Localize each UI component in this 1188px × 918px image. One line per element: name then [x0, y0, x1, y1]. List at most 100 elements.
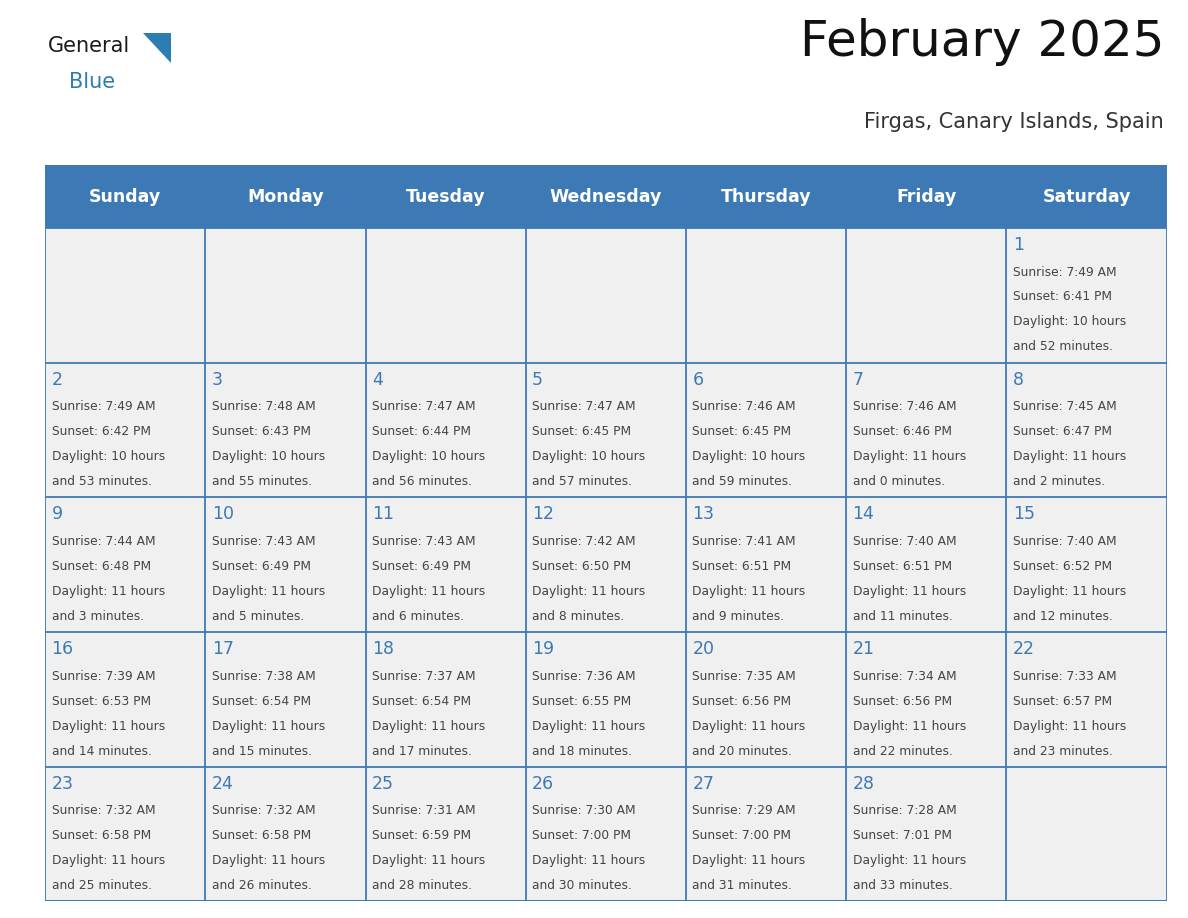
Text: 9: 9: [51, 506, 63, 523]
Text: Daylight: 10 hours: Daylight: 10 hours: [532, 450, 645, 463]
Text: 25: 25: [372, 775, 394, 793]
Text: Sunset: 6:56 PM: Sunset: 6:56 PM: [693, 695, 791, 708]
Text: Sunrise: 7:35 AM: Sunrise: 7:35 AM: [693, 670, 796, 683]
Text: Monday: Monday: [247, 187, 324, 206]
Bar: [846, 498, 1006, 632]
Text: Sunset: 6:55 PM: Sunset: 6:55 PM: [532, 695, 632, 708]
Text: and 26 minutes.: and 26 minutes.: [211, 879, 311, 892]
Bar: [366, 363, 526, 498]
Text: Firgas, Canary Islands, Spain: Firgas, Canary Islands, Spain: [865, 111, 1164, 131]
Text: Daylight: 11 hours: Daylight: 11 hours: [1013, 585, 1126, 598]
Text: Sunrise: 7:28 AM: Sunrise: 7:28 AM: [853, 804, 956, 817]
Text: Sunrise: 7:49 AM: Sunrise: 7:49 AM: [1013, 265, 1117, 278]
Text: 1: 1: [1013, 236, 1024, 254]
Text: 24: 24: [211, 775, 234, 793]
Text: Sunrise: 7:38 AM: Sunrise: 7:38 AM: [211, 670, 316, 683]
Text: Sunrise: 7:45 AM: Sunrise: 7:45 AM: [1013, 400, 1117, 413]
Text: and 55 minutes.: and 55 minutes.: [211, 475, 312, 488]
Text: 19: 19: [532, 640, 555, 658]
Text: Sunrise: 7:43 AM: Sunrise: 7:43 AM: [372, 535, 475, 548]
Text: and 11 minutes.: and 11 minutes.: [853, 610, 953, 622]
Text: Daylight: 10 hours: Daylight: 10 hours: [1013, 316, 1126, 329]
Text: Sunset: 6:57 PM: Sunset: 6:57 PM: [1013, 695, 1112, 708]
Text: Sunset: 6:49 PM: Sunset: 6:49 PM: [211, 560, 311, 573]
Text: and 57 minutes.: and 57 minutes.: [532, 475, 632, 488]
Bar: [1006, 767, 1167, 901]
Bar: [366, 498, 526, 632]
Text: Daylight: 11 hours: Daylight: 11 hours: [211, 720, 326, 733]
Text: Sunset: 7:00 PM: Sunset: 7:00 PM: [532, 829, 631, 843]
Text: Daylight: 11 hours: Daylight: 11 hours: [853, 855, 966, 868]
Bar: [45, 228, 206, 363]
Text: Sunset: 6:50 PM: Sunset: 6:50 PM: [532, 560, 631, 573]
Text: and 18 minutes.: and 18 minutes.: [532, 744, 632, 757]
Text: and 31 minutes.: and 31 minutes.: [693, 879, 792, 892]
Text: 4: 4: [372, 371, 383, 388]
Text: 17: 17: [211, 640, 234, 658]
Text: Daylight: 11 hours: Daylight: 11 hours: [693, 720, 805, 733]
Text: and 53 minutes.: and 53 minutes.: [51, 475, 152, 488]
Text: and 3 minutes.: and 3 minutes.: [51, 610, 144, 622]
Text: Daylight: 11 hours: Daylight: 11 hours: [693, 855, 805, 868]
Text: 10: 10: [211, 506, 234, 523]
Text: Sunrise: 7:47 AM: Sunrise: 7:47 AM: [372, 400, 475, 413]
Bar: [846, 767, 1006, 901]
Text: Tuesday: Tuesday: [406, 187, 486, 206]
Bar: [1006, 498, 1167, 632]
Text: and 9 minutes.: and 9 minutes.: [693, 610, 784, 622]
Text: and 15 minutes.: and 15 minutes.: [211, 744, 311, 757]
Text: Sunrise: 7:46 AM: Sunrise: 7:46 AM: [693, 400, 796, 413]
Bar: [846, 228, 1006, 363]
Text: 22: 22: [1013, 640, 1035, 658]
Bar: [1006, 632, 1167, 767]
Text: 27: 27: [693, 775, 714, 793]
Text: 16: 16: [51, 640, 74, 658]
Text: Sunrise: 7:31 AM: Sunrise: 7:31 AM: [372, 804, 475, 817]
Text: Sunset: 6:58 PM: Sunset: 6:58 PM: [211, 829, 311, 843]
Bar: [526, 363, 685, 498]
Text: Daylight: 11 hours: Daylight: 11 hours: [372, 585, 485, 598]
Text: Sunset: 6:45 PM: Sunset: 6:45 PM: [532, 425, 631, 438]
Text: Daylight: 11 hours: Daylight: 11 hours: [1013, 450, 1126, 463]
Text: 2: 2: [51, 371, 63, 388]
Text: and 33 minutes.: and 33 minutes.: [853, 879, 953, 892]
Text: Daylight: 11 hours: Daylight: 11 hours: [693, 585, 805, 598]
Text: Daylight: 10 hours: Daylight: 10 hours: [51, 450, 165, 463]
Text: 21: 21: [853, 640, 874, 658]
Text: Daylight: 11 hours: Daylight: 11 hours: [853, 450, 966, 463]
Text: and 30 minutes.: and 30 minutes.: [532, 879, 632, 892]
Text: Sunset: 7:00 PM: Sunset: 7:00 PM: [693, 829, 791, 843]
Text: 5: 5: [532, 371, 543, 388]
Text: Daylight: 11 hours: Daylight: 11 hours: [532, 585, 645, 598]
Text: and 56 minutes.: and 56 minutes.: [372, 475, 472, 488]
Text: Sunrise: 7:49 AM: Sunrise: 7:49 AM: [51, 400, 156, 413]
Text: Daylight: 11 hours: Daylight: 11 hours: [853, 720, 966, 733]
Bar: [685, 632, 846, 767]
Text: Sunset: 6:54 PM: Sunset: 6:54 PM: [372, 695, 472, 708]
Text: Daylight: 11 hours: Daylight: 11 hours: [51, 585, 165, 598]
Bar: [685, 767, 846, 901]
Text: 14: 14: [853, 506, 874, 523]
Text: 8: 8: [1013, 371, 1024, 388]
Text: General: General: [48, 37, 129, 56]
Text: Sunrise: 7:47 AM: Sunrise: 7:47 AM: [532, 400, 636, 413]
Text: and 23 minutes.: and 23 minutes.: [1013, 744, 1113, 757]
Text: Daylight: 11 hours: Daylight: 11 hours: [372, 855, 485, 868]
Text: Sunset: 6:48 PM: Sunset: 6:48 PM: [51, 560, 151, 573]
Text: and 0 minutes.: and 0 minutes.: [853, 475, 944, 488]
Text: Sunset: 6:47 PM: Sunset: 6:47 PM: [1013, 425, 1112, 438]
Text: Daylight: 11 hours: Daylight: 11 hours: [211, 585, 326, 598]
Text: Sunrise: 7:37 AM: Sunrise: 7:37 AM: [372, 670, 475, 683]
Text: and 52 minutes.: and 52 minutes.: [1013, 341, 1113, 353]
Text: Sunrise: 7:41 AM: Sunrise: 7:41 AM: [693, 535, 796, 548]
Bar: [206, 498, 366, 632]
Bar: [1006, 363, 1167, 498]
Text: Sunrise: 7:32 AM: Sunrise: 7:32 AM: [211, 804, 315, 817]
Polygon shape: [144, 33, 171, 62]
Text: 3: 3: [211, 371, 223, 388]
Text: Sunset: 6:58 PM: Sunset: 6:58 PM: [51, 829, 151, 843]
Text: and 2 minutes.: and 2 minutes.: [1013, 475, 1105, 488]
Text: Sunrise: 7:42 AM: Sunrise: 7:42 AM: [532, 535, 636, 548]
Bar: [366, 632, 526, 767]
Text: Daylight: 11 hours: Daylight: 11 hours: [853, 585, 966, 598]
